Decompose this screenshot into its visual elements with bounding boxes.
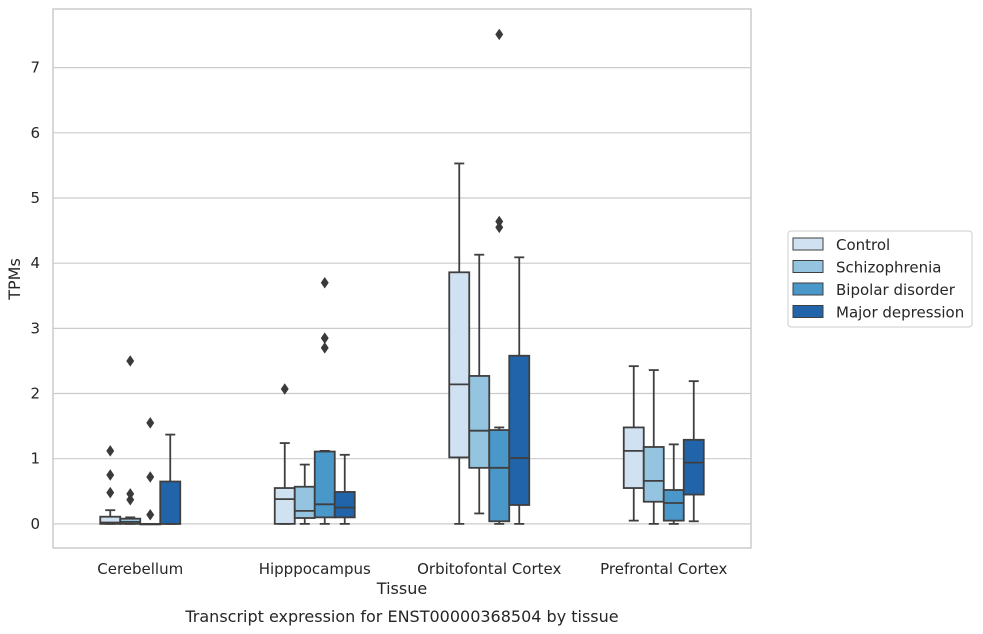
box-bipolar-disorder	[139, 417, 162, 526]
box-bipolar-disorder	[488, 28, 511, 525]
outlier-point	[320, 277, 329, 289]
outlier-point	[280, 383, 289, 395]
y-axis-label: TPMs	[5, 258, 24, 301]
legend-label: Major depression	[836, 304, 964, 322]
x-tick-label: Prefrontal Cortex	[600, 560, 727, 578]
chart-caption: Transcript expression for ENST0000036850…	[184, 607, 618, 626]
box-iqr	[642, 446, 665, 503]
y-tick-label: 2	[30, 385, 40, 403]
box-control	[622, 365, 645, 522]
x-tick-labels: Cerebellum Hipppocampus Orbitofontal Corte…	[97, 560, 727, 578]
box-iqr	[293, 485, 316, 519]
y-tick-label: 1	[30, 450, 40, 468]
outlier-point	[106, 486, 115, 499]
box-iqr	[682, 438, 705, 496]
grid-lines	[53, 67, 751, 525]
box-major-depression	[159, 433, 182, 525]
box-schizophrenia	[119, 355, 142, 525]
box-major-depression	[333, 453, 356, 525]
y-tick-labels: 0 1 2 3 4 5 6 7	[30, 59, 40, 533]
y-tick-label: 0	[30, 515, 40, 533]
box-iqr	[333, 491, 356, 519]
y-tick-label: 5	[30, 189, 40, 207]
box-bipolar-disorder	[662, 443, 685, 525]
legend-swatch	[792, 260, 824, 273]
box-schizophrenia	[468, 253, 491, 515]
box-major-depression	[682, 380, 705, 523]
x-axis-label: Tissue	[376, 579, 427, 598]
box-schizophrenia	[293, 463, 316, 525]
box-iqr	[273, 487, 296, 525]
outlier-point	[146, 509, 155, 521]
y-tick-label: 3	[30, 319, 40, 337]
box-iqr	[448, 271, 471, 459]
box-control	[273, 383, 296, 525]
y-tick-label: 6	[30, 124, 40, 142]
box-control	[448, 162, 471, 525]
box-iqr	[468, 375, 491, 469]
box-bipolar-disorder	[313, 277, 336, 525]
x-tick-label: Cerebellum	[97, 560, 183, 578]
legend-swatch	[792, 282, 824, 296]
y-tick-label: 4	[30, 254, 40, 272]
outlier-point	[106, 445, 115, 457]
box-iqr	[622, 426, 645, 489]
outlier-point	[320, 342, 329, 354]
outlier-point	[126, 488, 135, 500]
outlier-point	[126, 494, 135, 506]
box-marks	[99, 28, 705, 526]
box-iqr	[313, 450, 336, 519]
outlier-point	[106, 469, 115, 481]
legend-label: Bipolar disorder	[836, 281, 956, 299]
legend-swatch	[792, 305, 824, 318]
box-major-depression	[508, 256, 531, 525]
legend-label: Control	[836, 236, 890, 254]
box-iqr	[662, 489, 685, 522]
outlier-point	[495, 215, 504, 228]
outlier-point	[146, 471, 155, 483]
outlier-point	[126, 355, 135, 367]
outlier-point	[495, 28, 504, 41]
outlier-point	[146, 417, 155, 429]
legend-swatch	[792, 237, 824, 251]
box-iqr	[508, 354, 531, 506]
plot-area-frame	[52, 8, 752, 549]
box-control	[99, 445, 122, 525]
y-tick-label: 7	[30, 59, 40, 77]
x-tick-label: Hipppocampus	[259, 560, 371, 578]
x-tick-label: Orbitofontal Cortex	[417, 560, 561, 578]
box-iqr	[488, 429, 511, 523]
box-schizophrenia	[642, 369, 665, 525]
outlier-point	[320, 332, 329, 344]
legend-frame	[787, 230, 973, 328]
legend-label: Schizophrenia	[836, 259, 941, 277]
legend: Control Schizophrenia Bipolar disorder Majo…	[787, 230, 973, 328]
box-iqr	[159, 480, 182, 525]
outlier-point	[495, 221, 504, 234]
